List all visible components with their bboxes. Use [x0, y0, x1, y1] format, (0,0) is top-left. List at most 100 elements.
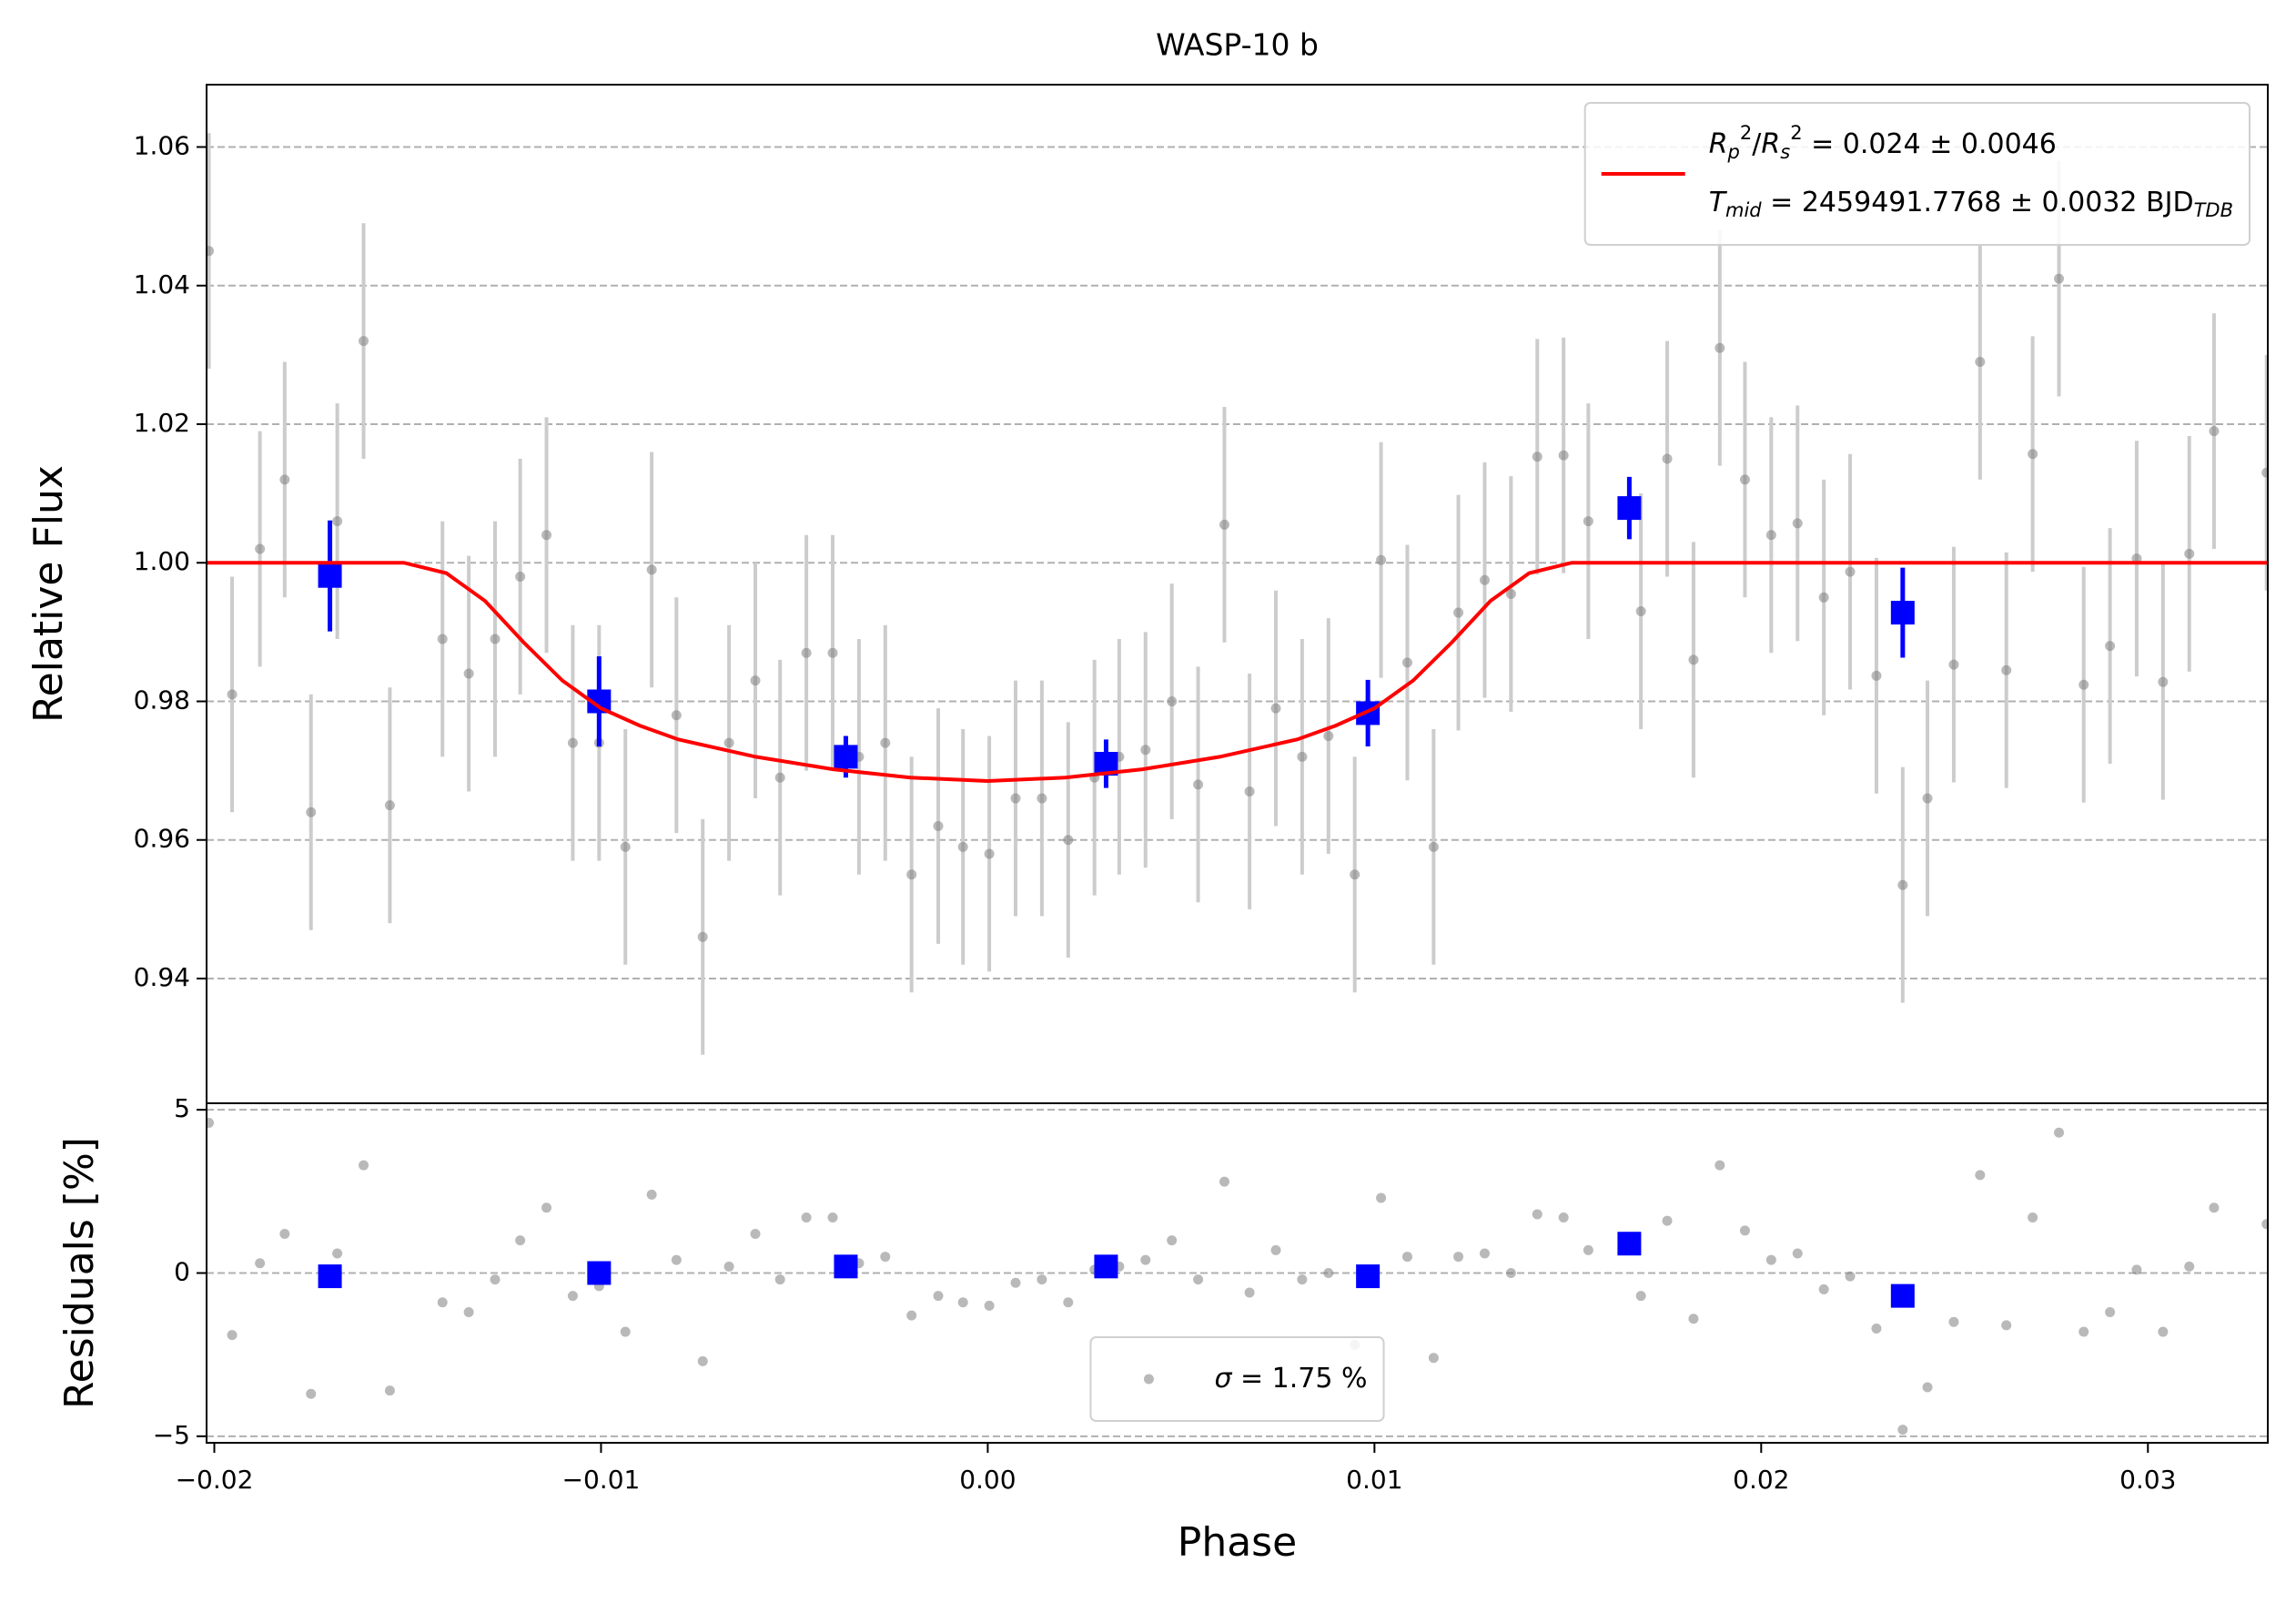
data-point [1010, 1277, 1021, 1288]
y-tick-label: 0.94 [134, 962, 190, 992]
legend-text-part: σ [1214, 1363, 1232, 1395]
data-point [827, 647, 838, 658]
binned-point [834, 745, 858, 769]
y-tick-label: 1.00 [134, 546, 190, 576]
data-point [1505, 589, 1516, 599]
legend-text: Tmid = 2459491.7768 ± 0.0032 BJDTDB [1709, 187, 2233, 222]
data-point [1532, 451, 1542, 462]
data-point [1558, 450, 1569, 461]
data-point [1323, 1268, 1334, 1278]
legend-text-part: T [1709, 187, 1728, 218]
data-point [906, 869, 917, 880]
data-point [620, 1326, 631, 1337]
data-point [332, 516, 343, 527]
data-point [2079, 679, 2089, 690]
data-point [774, 1274, 785, 1285]
data-point [1845, 566, 1856, 577]
data-point [207, 246, 215, 257]
data-point [1479, 574, 1490, 585]
y-tick-label: 0.98 [134, 685, 190, 715]
data-point [671, 1254, 682, 1265]
data-point [227, 689, 238, 700]
data-point [723, 737, 734, 748]
data-point [463, 668, 474, 679]
data-point [1063, 1297, 1074, 1308]
binned-point [1617, 1232, 1642, 1256]
legend-text-part: = 2459491.7768 ± 0.0032 BJD [1762, 187, 2194, 218]
data-point [1583, 1244, 1593, 1255]
data-point [1765, 1254, 1776, 1265]
data-point [227, 1330, 238, 1341]
data-point [359, 1160, 369, 1171]
data-point [1376, 1192, 1387, 1203]
data-point [437, 1297, 448, 1308]
data-point [1453, 1252, 1464, 1263]
axes-frame [206, 1102, 2269, 1444]
data-point [1948, 659, 1959, 670]
x-tick-label: 0.02 [1733, 1465, 1789, 1495]
data-point [1662, 453, 1673, 464]
data-point [880, 1252, 891, 1263]
data-point [750, 675, 761, 686]
x-tick-label: −0.01 [562, 1465, 641, 1495]
binned-point [1356, 1264, 1381, 1289]
data-point [1428, 841, 1439, 852]
data-point [750, 1228, 761, 1239]
plot-area [207, 133, 2268, 1055]
data-point [1871, 1323, 1882, 1334]
data-point [1193, 779, 1204, 790]
data-point [1297, 1274, 1308, 1285]
data-point [2105, 641, 2116, 652]
data-point [2209, 1202, 2220, 1213]
legend-box [1089, 1336, 1385, 1422]
legend-text: Rp2/Rs2 = 0.024 ± 0.0046 [1709, 122, 2057, 163]
data-point [1140, 745, 1151, 756]
data-point [1350, 869, 1360, 880]
plot-area [207, 1118, 2268, 1436]
data-point [2028, 1212, 2038, 1223]
chart-title: WASP-10 b [1156, 27, 1319, 63]
data-point [801, 647, 812, 658]
data-point [515, 1235, 526, 1246]
data-point [1297, 751, 1308, 762]
data-point [384, 800, 395, 811]
data-point [984, 1300, 995, 1311]
data-point [1792, 1248, 1803, 1259]
data-point [801, 1212, 812, 1223]
data-point [2001, 1320, 2012, 1331]
data-point [1219, 1176, 1229, 1187]
data-point [2158, 1326, 2169, 1337]
y-axis-label: Relative Flux [25, 465, 72, 723]
data-point [1401, 1252, 1412, 1263]
data-point [906, 1310, 917, 1321]
data-point [2158, 676, 2169, 687]
data-point [255, 543, 266, 554]
data-point [1063, 835, 1074, 846]
data-point [2079, 1326, 2089, 1337]
data-point [1922, 793, 1933, 804]
data-point [2261, 1219, 2268, 1230]
data-point [827, 1212, 838, 1223]
data-point [1010, 793, 1021, 804]
y-tick-label: −5 [153, 1420, 190, 1450]
data-point [1037, 793, 1047, 804]
data-point [515, 571, 526, 582]
data-point [1871, 670, 1882, 681]
legend-text-part: 2 [1740, 122, 1752, 144]
y-tick-label: 5 [174, 1093, 190, 1123]
data-point [1948, 1316, 1959, 1327]
data-point [723, 1261, 734, 1272]
data-point [1479, 1248, 1490, 1259]
legend-text-part: = 0.024 ± 0.0046 [1803, 128, 2057, 160]
data-point [384, 1385, 395, 1396]
binned-point [587, 1261, 612, 1285]
data-point [1739, 474, 1750, 485]
data-point [2054, 273, 2065, 284]
data-point [933, 821, 944, 832]
data-point [1975, 1170, 1986, 1181]
legend-text-part: 2 [1790, 122, 1802, 144]
legend-text-part: mid [1725, 199, 1762, 221]
binned-point [318, 1264, 342, 1289]
